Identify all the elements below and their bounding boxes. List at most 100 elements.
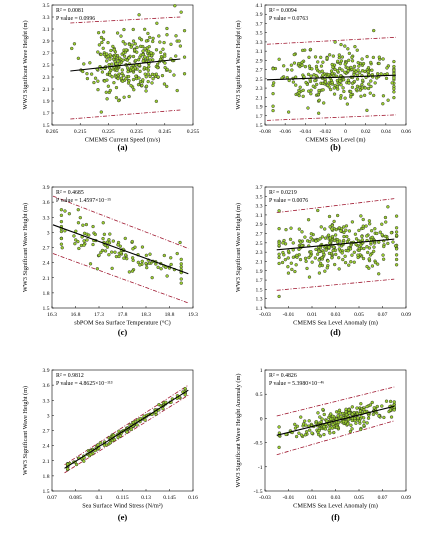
scatter-point	[301, 422, 306, 426]
scatter-point	[76, 56, 81, 60]
scatter-point	[78, 215, 82, 220]
scatter-point	[350, 55, 354, 59]
scatter-point	[131, 247, 135, 251]
scatter-point	[286, 271, 291, 275]
x-tick-label: -0.03	[259, 495, 271, 501]
scatter-point	[394, 230, 399, 234]
r-squared-annotation: R² = 0.4826	[269, 373, 297, 379]
scatter-point	[308, 239, 312, 244]
scatter-point	[347, 408, 351, 412]
scatter-point	[59, 229, 64, 234]
y-tick-label: 1.8	[43, 474, 50, 480]
scatter-point	[147, 65, 151, 69]
scatter-point	[359, 214, 363, 218]
p-value-annotation: P value = 0.0076	[269, 198, 308, 204]
scatter-point	[314, 420, 319, 424]
scatter-point	[277, 57, 281, 61]
scatter-point	[156, 265, 160, 269]
scatter-point	[344, 228, 348, 232]
scatter-point	[106, 40, 110, 45]
scatter-point	[352, 72, 356, 77]
scatter-point	[291, 80, 296, 84]
scatter-point	[307, 419, 311, 423]
scatter-point	[350, 405, 354, 409]
regression-line	[266, 74, 396, 81]
scatter-point	[328, 53, 332, 57]
y-tick-label: 2.9	[43, 39, 50, 45]
scatter-point	[345, 239, 349, 244]
scatter-point	[99, 250, 103, 255]
x-tick-label: 19.3	[188, 312, 198, 318]
scatter-point	[144, 84, 149, 88]
scatter-point	[327, 251, 332, 256]
scatter-point	[144, 39, 149, 43]
scatter-point	[346, 417, 351, 422]
scatter-point	[145, 265, 149, 270]
scatter-point	[293, 269, 297, 274]
r-squared-annotation: R² = 0.9812	[56, 373, 84, 379]
scatter-point	[343, 260, 348, 265]
scatter-point	[365, 245, 369, 249]
y-tick-label: 2.1	[43, 87, 50, 93]
scatter-point	[347, 51, 352, 56]
scatter-point	[352, 250, 356, 254]
r-squared-annotation: R² = 0.0081	[56, 8, 84, 14]
scatter-point	[379, 72, 383, 76]
x-tick-label: -0.06	[279, 129, 291, 135]
scatter-point	[366, 69, 370, 74]
scatter-point	[362, 416, 366, 420]
scatter-point	[149, 51, 153, 55]
scatter-point	[179, 277, 183, 281]
scatter-point	[131, 54, 136, 59]
regression-line	[276, 405, 395, 436]
scatter-point	[317, 88, 321, 93]
scatter-point	[369, 60, 373, 65]
scatter-point	[286, 110, 291, 114]
y-tick-label: 1.7	[43, 111, 50, 117]
y-tick-label: 1.5	[256, 287, 263, 293]
y-tick-label: 1.9	[256, 105, 263, 111]
scatter-point	[368, 222, 372, 226]
scatter-point	[179, 265, 183, 269]
y-tick-label: 3.9	[256, 12, 263, 18]
scatter-point	[311, 84, 315, 88]
scatter-point	[381, 253, 385, 257]
x-tick-label: 0.16	[188, 495, 198, 501]
scatter-point	[125, 58, 130, 62]
scatter-point	[371, 55, 376, 60]
scatter-point	[101, 37, 106, 42]
scatter-point	[151, 36, 155, 40]
scatter-point	[138, 36, 142, 40]
scatter-point	[354, 237, 359, 241]
scatter-point	[349, 260, 353, 264]
y-tick-label: -1	[258, 465, 263, 471]
scatter-point	[359, 243, 363, 247]
scatter-point	[124, 77, 128, 81]
scatter-point	[353, 44, 357, 49]
scatter-point	[178, 240, 182, 245]
scatter-point	[132, 88, 136, 92]
x-tick-label: 0.07	[378, 312, 388, 318]
scatter-point	[309, 74, 313, 78]
scatter-point	[294, 75, 298, 79]
scatter-point	[110, 266, 114, 271]
scatter-point	[345, 102, 350, 106]
scatter-point	[306, 218, 311, 222]
scatter-point	[350, 85, 355, 89]
x-tick-label: 0.09	[401, 312, 411, 318]
scatter-point	[277, 252, 281, 256]
scatter-point	[360, 234, 364, 239]
y-tick-label: 3.6	[43, 383, 50, 389]
y-tick-label: 1.9	[43, 99, 50, 105]
scatter-point	[96, 88, 100, 92]
scatter-point	[136, 58, 141, 62]
scatter-point	[82, 459, 86, 463]
scatter-point	[88, 61, 92, 65]
y-tick-label: 3.5	[256, 194, 263, 200]
scatter-point	[320, 417, 324, 421]
scatter-point	[130, 256, 135, 260]
scatter-point	[127, 78, 131, 83]
scatter-point	[136, 83, 141, 87]
scatter-point	[102, 232, 107, 236]
scatter-point	[377, 414, 381, 418]
